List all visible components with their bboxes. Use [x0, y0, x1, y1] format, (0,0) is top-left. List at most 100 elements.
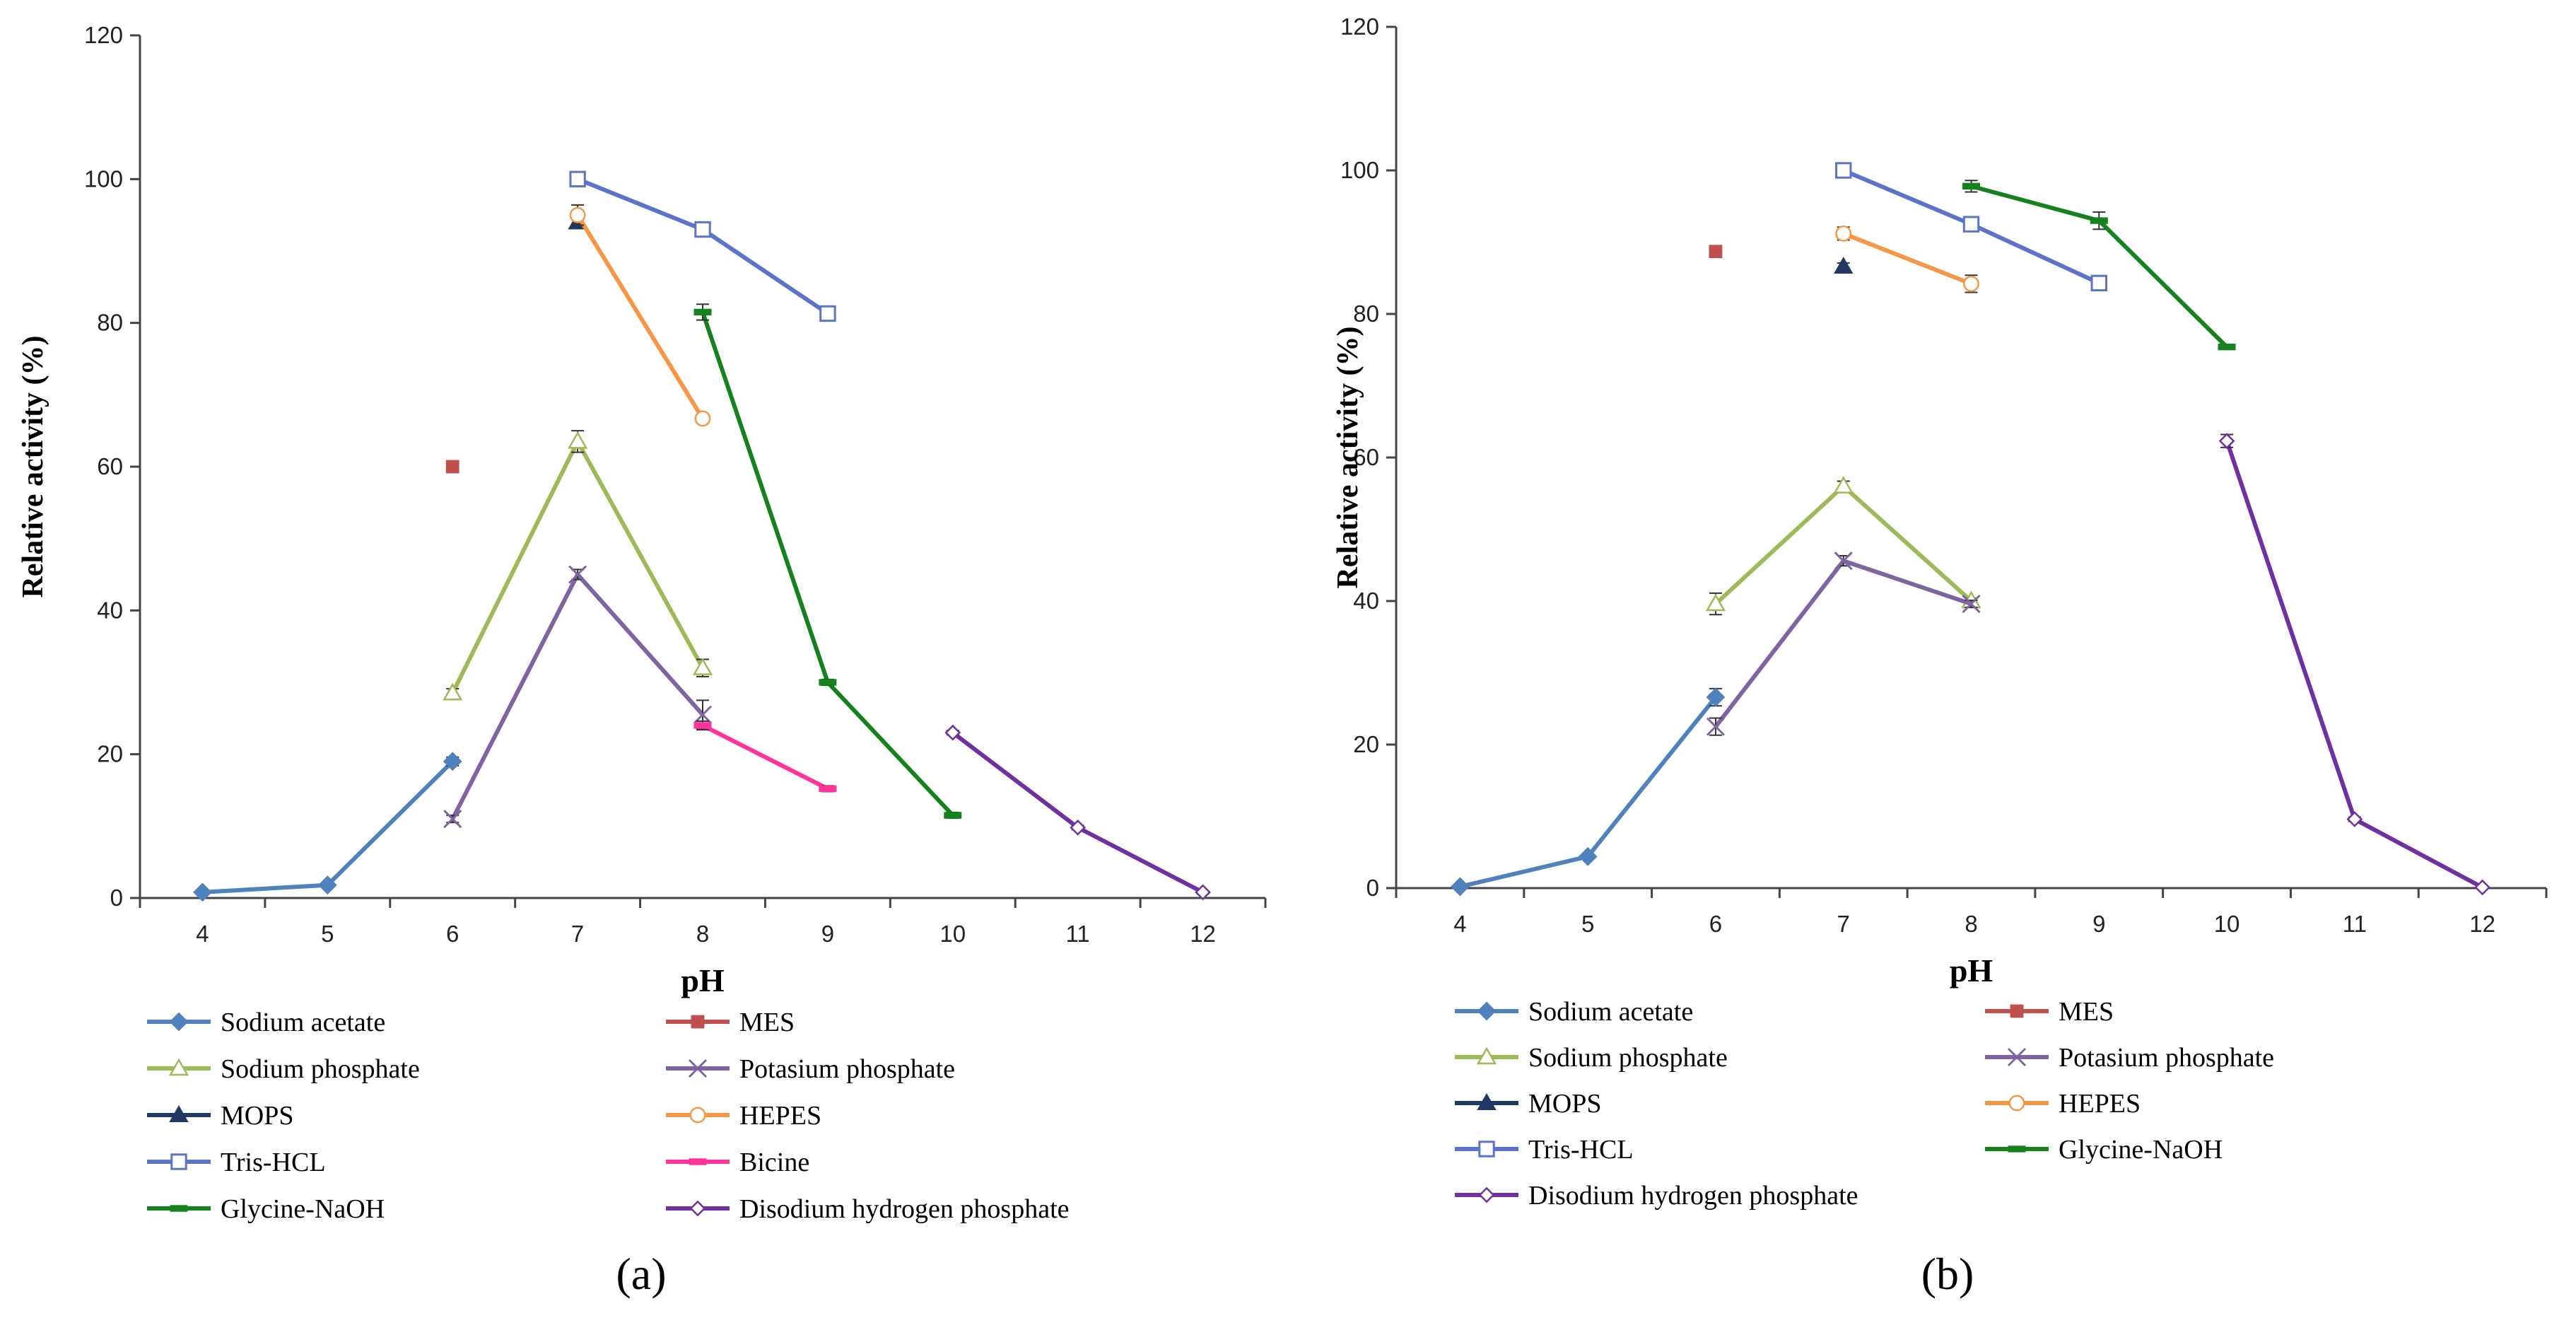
series-mops	[1833, 256, 1854, 274]
series-line-hepes	[1842, 231, 1972, 286]
panel-a: 0 20 40 60 80 100 120 4 5 6 7 8 9 10 11 12 pH Relative ac…	[17, 22, 1267, 1299]
legend-item-tris-hcl: Tris-HCL	[1455, 1135, 1634, 1165]
data-point	[1962, 216, 1980, 233]
y-tick-label: 120	[1340, 13, 1379, 40]
series-line-glycine-naoh	[701, 311, 954, 817]
series-sodium-phosphate	[443, 430, 713, 701]
data-point	[693, 722, 712, 729]
legend-marker	[170, 1153, 187, 1170]
data-point	[1195, 884, 1211, 901]
series-tris-hcl	[569, 170, 836, 322]
legend-item-potasium-phosphate: Potasium phosphate	[1985, 1043, 2274, 1073]
legend-marker	[689, 1158, 707, 1165]
y-tick-label: 0	[1366, 875, 1379, 901]
data-point	[1835, 225, 1852, 242]
panel-label: (b)	[1921, 1249, 1974, 1299]
series-potasium-phosphate	[443, 565, 713, 829]
data-point	[1706, 687, 1726, 707]
data-point	[1833, 476, 1854, 494]
series-line-potasium-phosphate	[450, 572, 705, 820]
series-potasium-phosphate	[1706, 552, 1981, 736]
data-point	[1705, 593, 1726, 612]
series-bicine	[693, 720, 837, 793]
series-disodium-hydrogen-phosphate	[944, 724, 1211, 901]
series-mes	[1709, 245, 1723, 259]
series-hepes	[569, 204, 711, 427]
data-point	[569, 206, 586, 223]
data-point	[819, 305, 836, 322]
y-axis-title: Relative activity (%)	[1332, 327, 1364, 589]
legend-marker	[1477, 1001, 1497, 1021]
series-glycine-naoh	[1962, 180, 2236, 351]
data-point	[2090, 217, 2108, 224]
legend-label: Sodium acetate	[1528, 997, 1693, 1027]
legend-label: MES	[2059, 997, 2114, 1027]
data-point	[1962, 182, 1980, 190]
y-tick-label: 100	[1340, 157, 1379, 183]
data-point	[443, 810, 462, 829]
data-point	[1578, 846, 1598, 866]
legend-marker	[2007, 1047, 2027, 1067]
legend-marker	[1476, 1046, 1497, 1065]
data-point	[2218, 433, 2235, 450]
legend-label: Disodium hydrogen phosphate	[1528, 1181, 1858, 1211]
y-tick-label: 60	[1353, 444, 1379, 470]
y-tick-label: 40	[1353, 588, 1379, 614]
data-point	[694, 410, 711, 427]
series-line-bicine	[701, 723, 829, 791]
data-point	[693, 705, 713, 724]
data-point	[1833, 256, 1854, 274]
series-line-potasium-phosphate	[1714, 559, 1972, 728]
series-hepes	[1835, 225, 1979, 293]
legend-label: MOPS	[221, 1101, 294, 1131]
legend-item-mes: MES	[666, 1008, 795, 1037]
x-tick-label: 10	[2214, 911, 2240, 937]
legend-label: HEPES	[2059, 1089, 2141, 1119]
y-tick-label: 20	[97, 741, 123, 767]
y-tick-label: 60	[97, 453, 123, 479]
x-tick-label: 6	[446, 921, 459, 947]
x-tick-label: 12	[1190, 921, 1216, 947]
x-tick-label: 7	[1837, 911, 1850, 937]
data-point	[2090, 274, 2107, 292]
legend-item-sodium-acetate: Sodium acetate	[1455, 997, 1693, 1027]
data-point	[193, 882, 212, 902]
series-line-disodium-hydrogen-phosphate	[951, 730, 1204, 894]
x-tick-label: 5	[321, 921, 334, 947]
data-point	[694, 221, 711, 238]
legend-label: Potasium phosphate	[2059, 1043, 2274, 1073]
series-sodium-acetate	[1450, 687, 1726, 897]
data-point	[317, 875, 337, 895]
legend-marker	[2010, 1004, 2024, 1018]
data-point	[568, 565, 587, 584]
x-tick-label: 4	[1453, 911, 1466, 937]
legend-item-bicine: Bicine	[666, 1148, 809, 1177]
y-tick-label: 80	[1353, 301, 1379, 327]
legend-item-glycine-naoh: Glycine-NaOH	[147, 1194, 385, 1224]
legend-marker	[689, 1200, 706, 1217]
legend-item-tris-hcl: Tris-HCL	[147, 1148, 326, 1177]
y-axis-title: Relative activity (%)	[17, 336, 49, 598]
legend: Sodium acetate MES Sodium phosphate Potasiu…	[147, 1008, 1070, 1224]
data-point	[944, 724, 961, 741]
legend-marker	[170, 1205, 188, 1212]
x-tick-label: 8	[696, 921, 709, 947]
legend-marker	[1477, 1092, 1497, 1110]
legend-marker	[1478, 1141, 1495, 1157]
legend-item-hepes: HEPES	[1985, 1089, 2141, 1119]
series-line-hepes	[575, 214, 705, 420]
panel-label: (a)	[616, 1249, 666, 1299]
x-tick-label: 4	[196, 921, 209, 947]
legend-label: Tris-HCL	[1528, 1135, 1634, 1165]
series-line-sodium-acetate	[202, 759, 455, 894]
x-tick-label: 6	[1709, 911, 1722, 937]
data-point	[1962, 594, 1981, 614]
series-line-glycine-naoh	[1970, 184, 2229, 349]
x-axis-title: pH	[681, 962, 725, 998]
legend-item-mops: MOPS	[147, 1101, 294, 1131]
legend-label: Bicine	[739, 1148, 809, 1177]
series-line-tris-hcl	[576, 177, 829, 315]
legend-item-sodium-phosphate: Sodium phosphate	[147, 1054, 420, 1084]
data-point	[1706, 717, 1726, 736]
